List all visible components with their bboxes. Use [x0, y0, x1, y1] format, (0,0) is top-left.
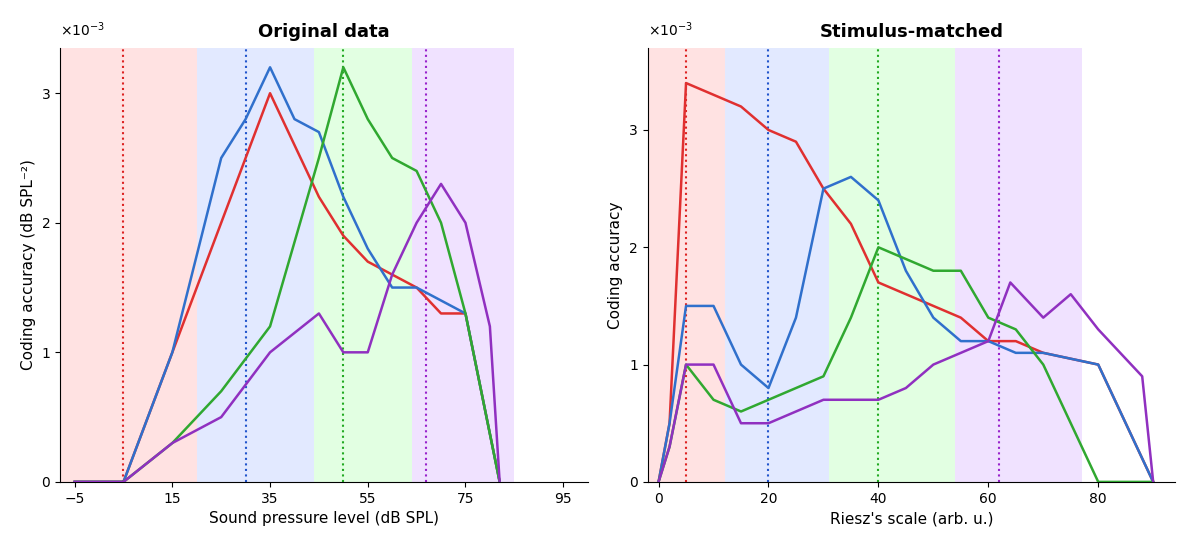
- X-axis label: Riesz's scale (arb. u.): Riesz's scale (arb. u.): [830, 511, 993, 526]
- Y-axis label: Coding accuracy (dB SPL⁻²): Coding accuracy (dB SPL⁻²): [20, 159, 36, 370]
- Text: $\times10^{-3}$: $\times10^{-3}$: [60, 21, 105, 39]
- Text: $\times10^{-3}$: $\times10^{-3}$: [647, 21, 692, 39]
- Bar: [197, 48, 315, 482]
- Bar: [829, 48, 956, 482]
- Y-axis label: Coding accuracy: Coding accuracy: [609, 201, 623, 329]
- Title: Stimulus-matched: Stimulus-matched: [819, 23, 1003, 40]
- Bar: [411, 48, 514, 482]
- Bar: [725, 48, 829, 482]
- Bar: [647, 48, 725, 482]
- X-axis label: Sound pressure level (dB SPL): Sound pressure level (dB SPL): [209, 511, 439, 526]
- Bar: [956, 48, 1081, 482]
- Bar: [60, 48, 197, 482]
- Title: Original data: Original data: [258, 23, 390, 40]
- Bar: [315, 48, 411, 482]
